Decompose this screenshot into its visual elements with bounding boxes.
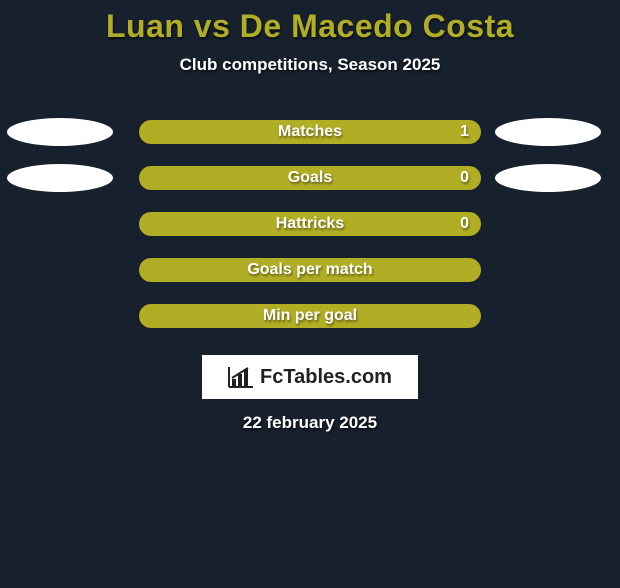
right-value-ellipse [495, 118, 601, 146]
left-value-ellipse [7, 164, 113, 192]
stat-value: 1 [460, 123, 469, 141]
stat-row-min-per-goal: Min per goal [0, 293, 620, 339]
stat-row-matches: Matches 1 [0, 109, 620, 155]
stat-row-hattricks: Hattricks 0 [0, 201, 620, 247]
branding-logo: FcTables.com [202, 355, 418, 399]
stats-comparison: Matches 1 Goals 0 Hattricks 0 Goals per … [0, 109, 620, 339]
stat-bar: Min per goal [139, 304, 481, 328]
stat-bar: Hattricks 0 [139, 212, 481, 236]
stat-label: Matches [278, 123, 342, 141]
stat-bar: Matches 1 [139, 120, 481, 144]
stat-bar: Goals per match [139, 258, 481, 282]
left-value-ellipse [7, 118, 113, 146]
stat-label: Min per goal [263, 307, 357, 325]
right-value-ellipse [495, 164, 601, 192]
stat-label: Goals [288, 169, 332, 187]
stat-row-goals: Goals 0 [0, 155, 620, 201]
stat-label: Hattricks [276, 215, 344, 233]
logo-text: FcTables.com [260, 366, 392, 389]
logo-bars-icon [228, 366, 254, 388]
stat-value: 0 [460, 215, 469, 233]
stat-value: 0 [460, 169, 469, 187]
stat-bar: Goals 0 [139, 166, 481, 190]
page-title: Luan vs De Macedo Costa [0, 8, 620, 45]
stat-label: Goals per match [247, 261, 372, 279]
page-subtitle: Club competitions, Season 2025 [0, 55, 620, 75]
stat-row-goals-per-match: Goals per match [0, 247, 620, 293]
footer-date: 22 february 2025 [0, 413, 620, 433]
